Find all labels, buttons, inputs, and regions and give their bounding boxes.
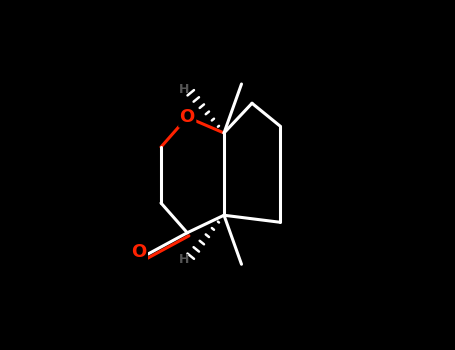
Text: H: H: [178, 83, 189, 96]
Text: O: O: [131, 243, 147, 261]
Text: O: O: [180, 108, 195, 126]
Text: H: H: [178, 253, 189, 266]
